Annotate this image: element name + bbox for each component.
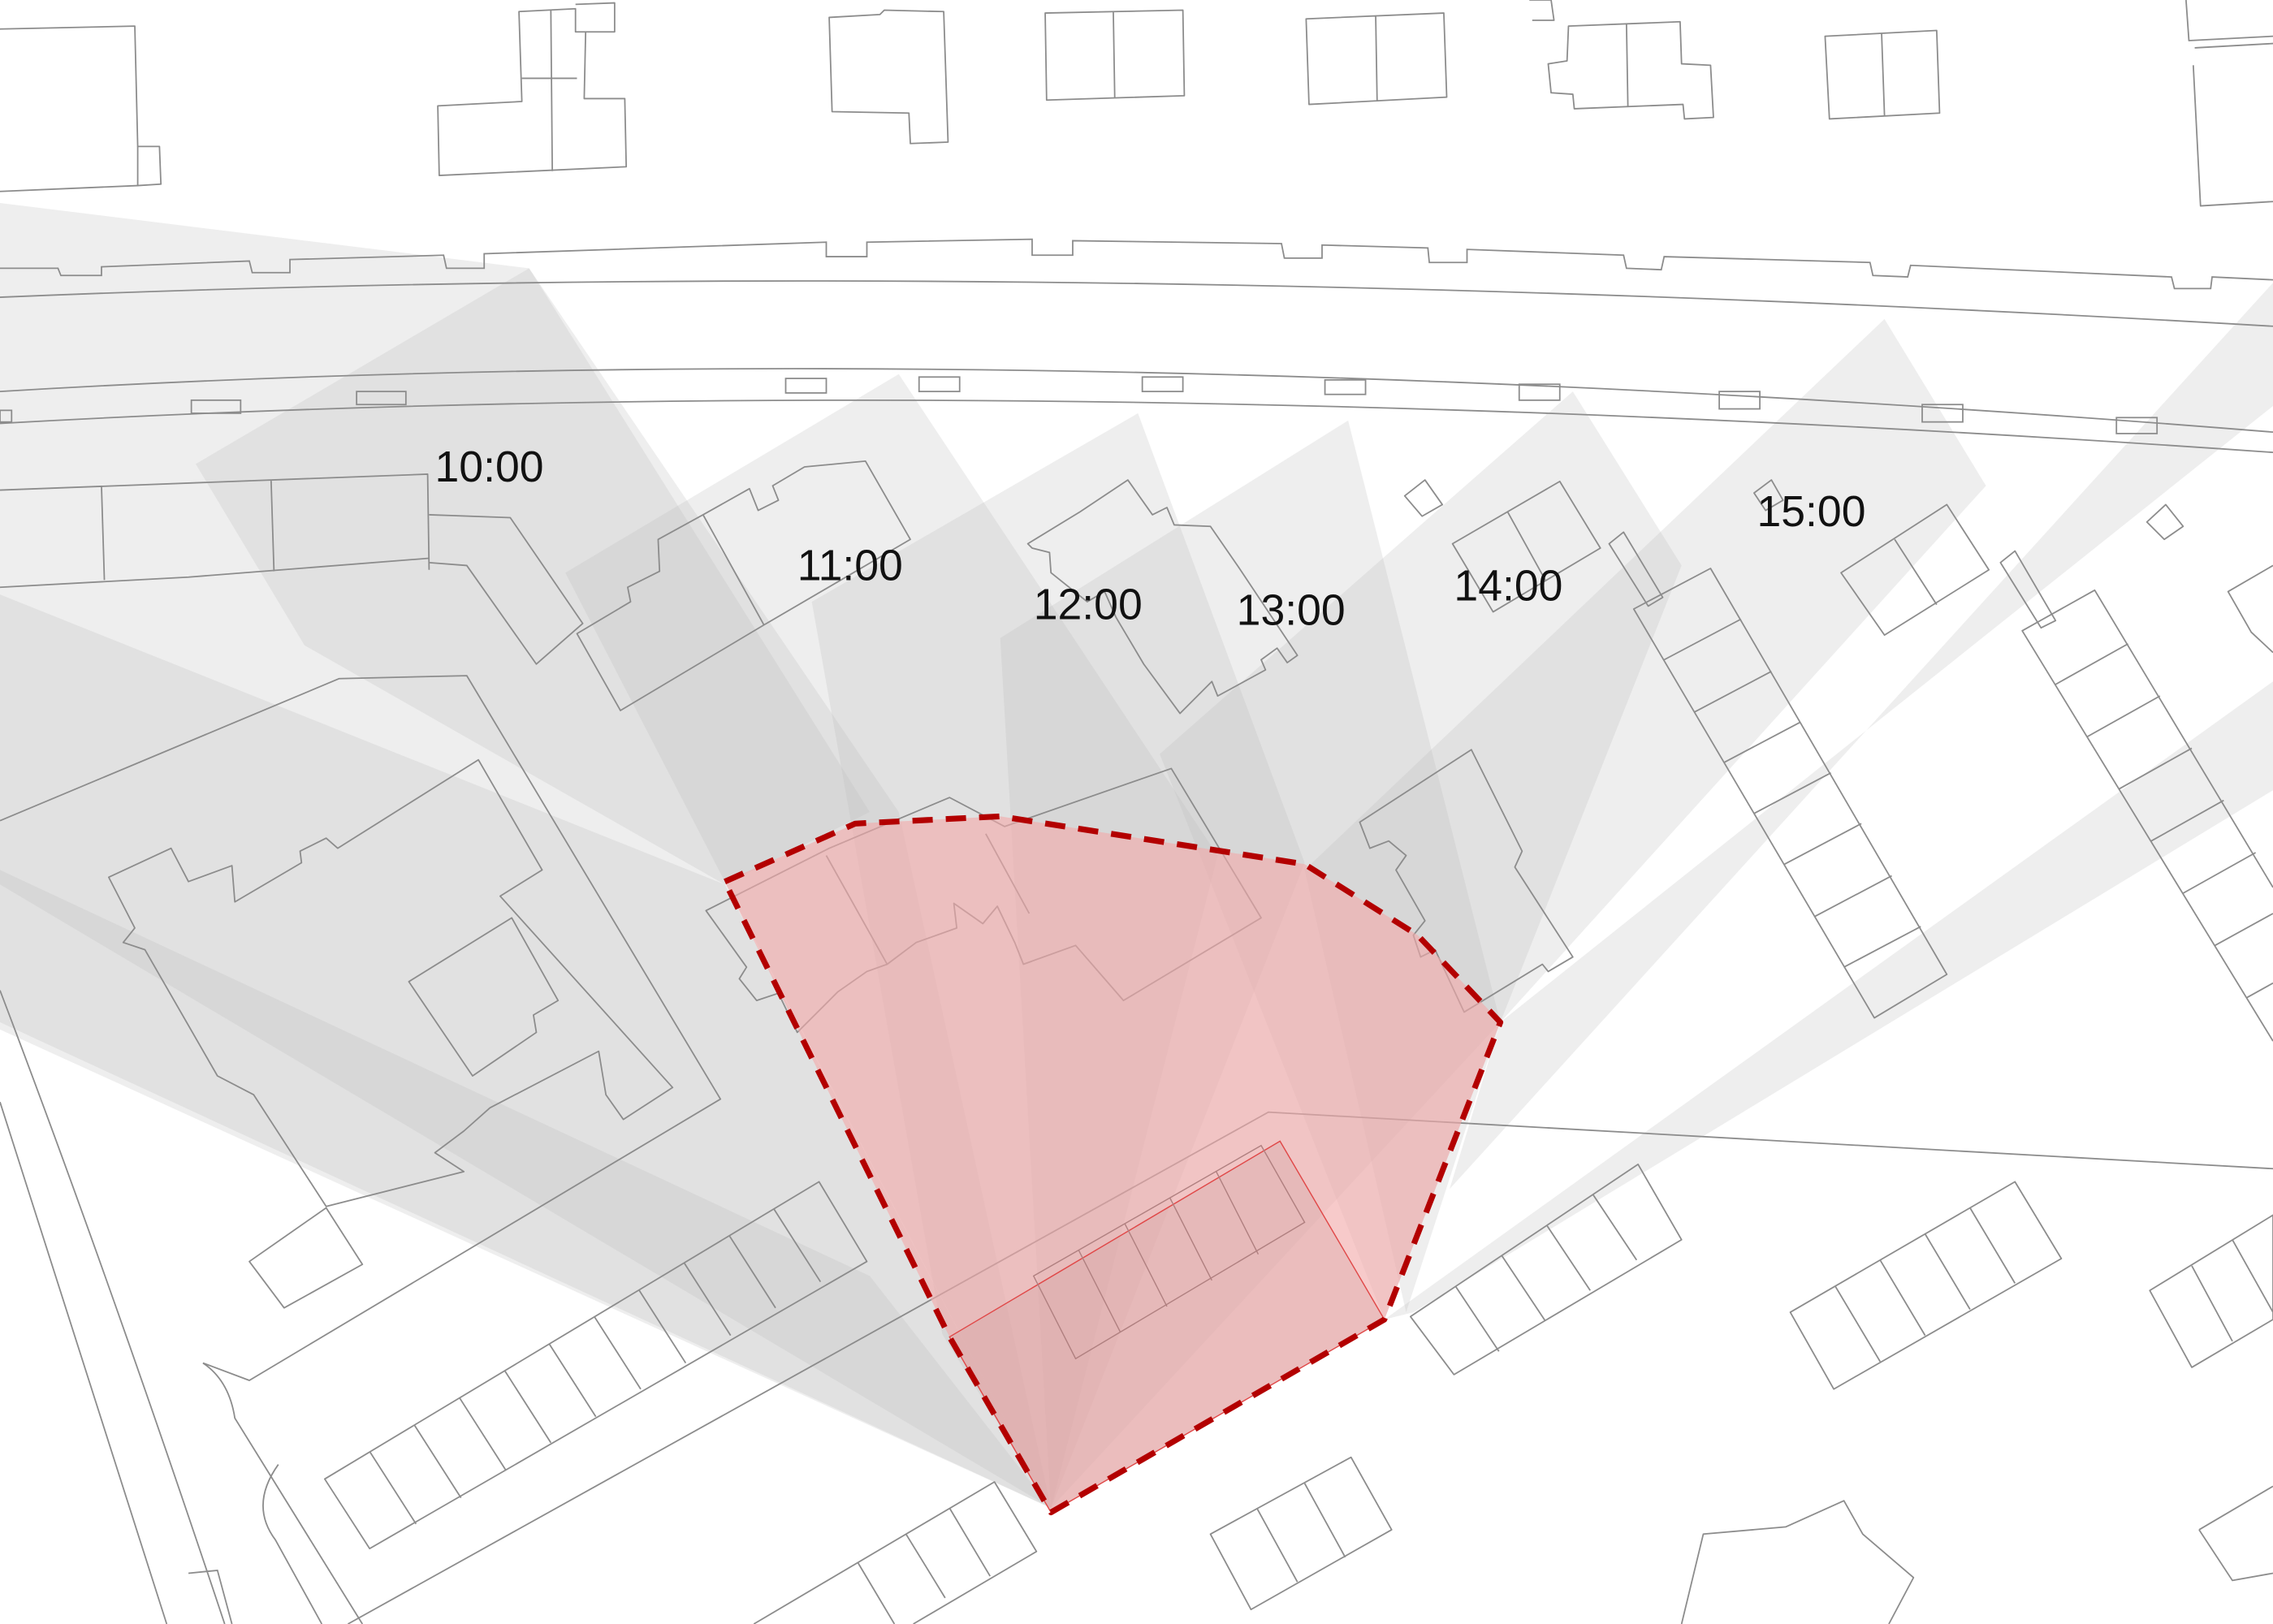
building-outline [408,917,560,1077]
road-edge-west-bend [262,1464,323,1624]
building-outline [2227,564,2273,654]
block-boundary [0,675,722,1381]
building-outline [1680,1500,1915,1624]
building-outline [429,514,584,665]
building-outline [1840,503,1990,637]
road-edge-south-upper [0,368,2273,434]
building-outline [248,1207,364,1309]
road-notch [1921,404,1964,423]
shadow-1400-band [1450,283,2273,1190]
road-edge-west-inner [0,1101,168,1624]
road-notch [784,378,828,394]
terrace-dividers [857,1507,991,1624]
shadow-1000-lower-band [0,870,1052,1509]
shadow-1000 [0,203,1052,1509]
shadow-1000-band [0,594,1052,1509]
road-notches [0,376,2158,434]
shadow-1500-band [1384,681,2273,1320]
building-outline [1451,480,1601,613]
time-label-1000: 10:00 [435,443,544,491]
road-edge-north-lower [0,280,2273,327]
terrace-outline [753,1481,1038,1624]
building-outline [2146,503,2184,541]
terrace-dividers [2055,643,2273,999]
road-notch [1518,383,1561,401]
building-outline [1999,550,2057,629]
building-outline [107,758,674,1207]
terrace-dividers [1663,618,1921,968]
terrace-dividers [2191,1239,2273,1342]
terrace-dividers [1834,1207,2016,1363]
building-outline [1305,12,1448,106]
terrace-outline [1209,1456,1393,1611]
road-notch [1324,378,1367,395]
shadow-1000-upper [195,268,871,885]
road-notch [356,391,407,406]
building-outline [0,473,430,589]
proposed-building-units [1032,1144,1306,1360]
terrace-outline [1789,1181,2063,1390]
terrace-outline [1409,1164,1683,1376]
site-area-fill [724,816,1501,1513]
site-layer [721,813,1504,1516]
terrace-outline [323,1181,868,1550]
road-notch [2115,417,2158,434]
road-edge-west-curb [202,1362,364,1624]
time-label-1400: 14:00 [1454,562,1562,610]
building-outline [828,9,949,145]
building-outline [1044,9,1186,102]
time-labels: 10:00 11:00 12:00 13:00 14:00 15:00 [435,443,1866,635]
time-label-1300: 13:00 [1237,587,1346,635]
road-edge-south-lower [0,399,2273,454]
time-label-1100: 11:00 [797,542,903,590]
terrace-dividers [1255,1483,1346,1583]
road-layer [0,238,2273,1624]
road-notch [1141,376,1184,393]
road-notch [1718,391,1761,410]
building-outline [521,2,616,171]
road-edge-west-outer [0,990,226,1624]
time-label-1500: 15:00 [1757,488,1866,536]
terrace-outline [1632,568,1948,1019]
site-boundary-dashed [721,813,1504,1516]
building-outline [1753,479,1784,512]
building-outline [1547,20,1714,120]
road-notch [918,376,961,393]
building-outline [1026,479,1299,715]
road-edge-corner [188,1569,233,1624]
building-outline [1608,531,1664,607]
building-outline [1403,479,1444,517]
shadow-1400 [1160,391,1682,1320]
building-outline [2185,0,2273,207]
time-label-1200: 12:00 [1034,581,1143,628]
terrace-dividers [1454,1194,1638,1352]
terrace-outline [2198,1485,2273,1582]
road-notch [190,399,242,414]
road-edge-north-upper [0,238,2273,290]
road-notch [0,409,13,423]
building-outline [1529,0,1555,21]
terrace-dividers [369,1208,822,1525]
building-outline [1824,29,1941,120]
terrace-outline [2021,589,2273,1042]
building-outline [576,460,911,711]
